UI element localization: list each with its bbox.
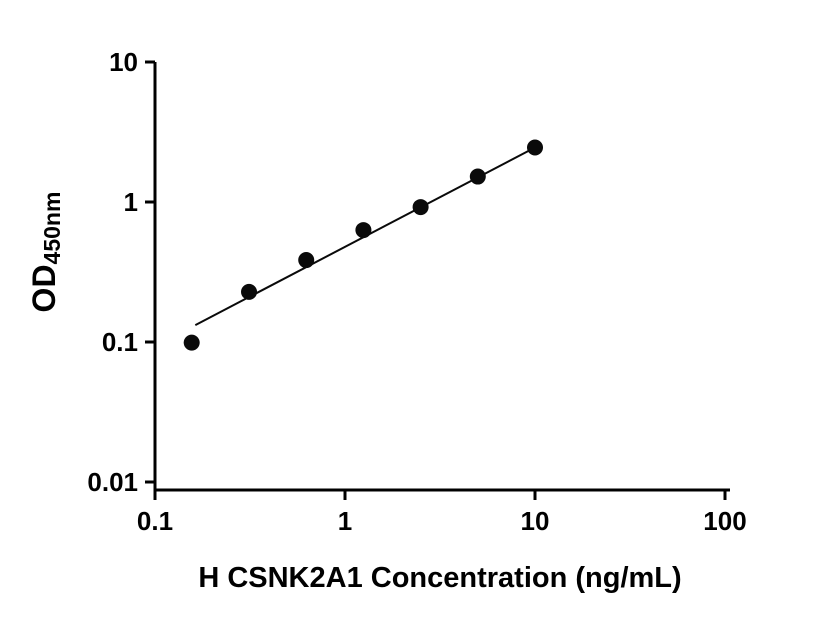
data-point bbox=[298, 252, 315, 269]
y-axis-title-main: OD bbox=[26, 264, 62, 313]
data-point bbox=[183, 334, 200, 351]
x-axis-title: H CSNK2A1 Concentration (ng/mL) bbox=[198, 562, 682, 594]
x-tick-label: 0.1 bbox=[137, 506, 173, 536]
x-tick-label: 1 bbox=[338, 506, 352, 536]
data-point bbox=[355, 222, 372, 239]
data-point bbox=[412, 199, 429, 216]
y-tick-label: 0.1 bbox=[102, 327, 138, 357]
data-point bbox=[469, 168, 486, 185]
x-tick-label: 100 bbox=[703, 506, 746, 536]
y-axis-title: OD450nm bbox=[26, 102, 66, 402]
x-tick-label: 10 bbox=[521, 506, 550, 536]
data-point bbox=[527, 139, 543, 156]
y-tick-label: 0.01 bbox=[87, 467, 138, 497]
y-axis-title-subscript: 450nm bbox=[39, 191, 65, 265]
data-point bbox=[241, 283, 258, 300]
y-tick-label: 10 bbox=[109, 47, 138, 77]
y-tick-label: 1 bbox=[124, 187, 138, 217]
